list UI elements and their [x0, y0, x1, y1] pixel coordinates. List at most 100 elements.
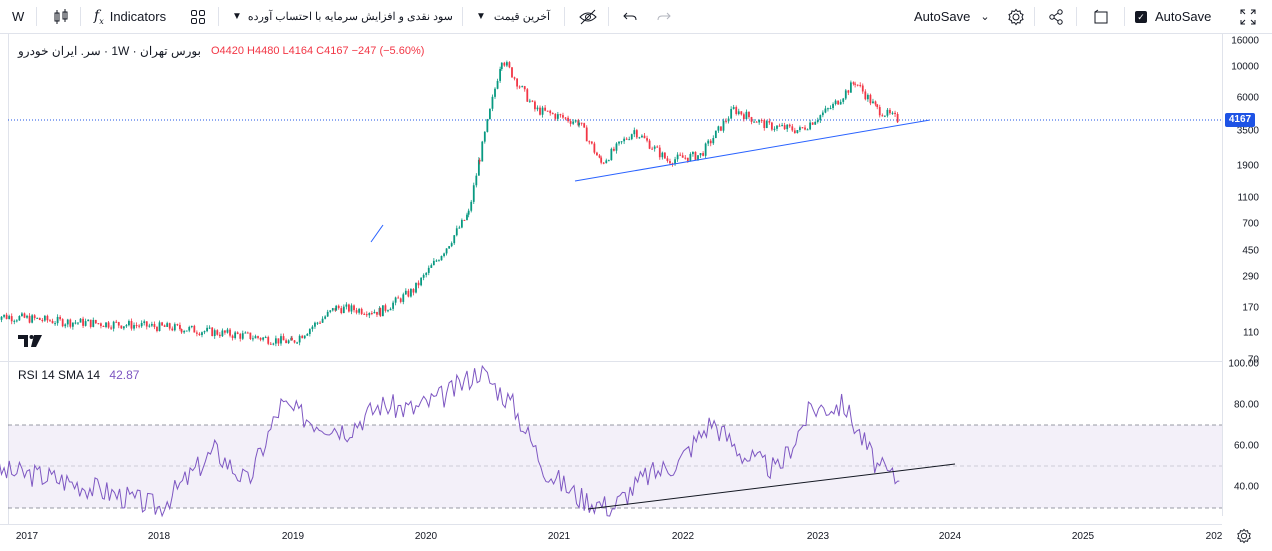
candle-body: [350, 305, 353, 312]
candle-body: [201, 332, 203, 336]
candle-body: [417, 282, 420, 286]
candle-body: [663, 152, 666, 159]
candle-body: [844, 90, 847, 99]
candle-body: [296, 342, 298, 344]
candle-body: [168, 323, 171, 329]
candle-body: [252, 338, 254, 340]
price-type-dropdown[interactable]: ▼ آخرین قیمت: [476, 0, 550, 33]
candle-body: [878, 107, 881, 116]
rsi-trendline[interactable]: [587, 463, 956, 510]
candle-body: [786, 124, 789, 130]
short-trendline[interactable]: [370, 224, 384, 243]
candle-body: [234, 332, 237, 339]
autosave-dropdown[interactable]: AutoSave ⌄: [914, 0, 990, 33]
candle-body: [193, 325, 196, 333]
candle-body: [337, 305, 340, 309]
price-axis[interactable]: 16000 10000 6000 3500 1900 1100 700 450 …: [1222, 34, 1272, 516]
chevron-down-icon: ⌄: [980, 11, 990, 23]
price-tick: 700: [1242, 218, 1259, 230]
ohlc-values: O4420 H4480 L4164 C4167 −247 (−5.60%): [210, 45, 425, 57]
candle-body: [115, 321, 118, 323]
price-tick: 10000: [1231, 61, 1259, 73]
candle-body: [195, 332, 198, 334]
time-tick: 202: [1205, 531, 1223, 542]
candle-body: [758, 120, 761, 123]
candle-body: [10, 316, 13, 322]
indicators-button[interactable]: fx Indicators: [94, 0, 166, 33]
settings-gear-icon[interactable]: [1007, 0, 1025, 33]
candle-body: [345, 304, 348, 307]
candle-body: [585, 127, 588, 142]
candle-body: [15, 320, 18, 322]
symbol-button[interactable]: W: [12, 0, 24, 33]
candle-body: [321, 318, 324, 323]
candle-body: [600, 157, 603, 163]
candles-icon[interactable]: [52, 0, 70, 33]
candle-body: [443, 253, 445, 257]
time-tick: 2020: [414, 531, 438, 542]
rsi-tick: 80.00: [1233, 399, 1259, 411]
candle-body: [458, 227, 461, 229]
candle-body: [472, 185, 475, 202]
candle-body: [580, 122, 583, 124]
candle-body: [615, 143, 618, 151]
candle-body: [264, 337, 267, 339]
candle-body: [745, 111, 748, 120]
candle-body: [173, 324, 176, 331]
candle-body: [694, 151, 697, 160]
fullscreen-window-icon[interactable]: [1092, 0, 1110, 33]
autosave-checkbox[interactable]: ✓ AutoSave: [1135, 0, 1211, 33]
candle-body: [477, 159, 480, 176]
candle-body: [158, 322, 161, 332]
candle-body: [801, 127, 804, 129]
indicators-label: Indicators: [109, 9, 167, 24]
axis-settings-gear-icon[interactable]: [1236, 528, 1252, 544]
candle-body: [623, 138, 626, 142]
candle-body: [92, 319, 95, 327]
template-dropdown[interactable]: ▼ سود نقدی و افزایش سرمایه با احتساب آور…: [232, 0, 453, 33]
candle-body: [737, 111, 740, 114]
candle-body: [876, 104, 879, 108]
candle-body: [809, 122, 812, 130]
price-tick: 6000: [1236, 92, 1259, 104]
template-label: سود نقدی و افزایش سرمایه با احتساب آورده: [247, 11, 453, 23]
candle-body: [620, 141, 623, 143]
candle-body: [269, 343, 272, 345]
candle-body: [117, 322, 120, 326]
candle-body: [894, 112, 896, 115]
candle-body: [282, 336, 285, 341]
expand-icon[interactable]: [1240, 0, 1256, 33]
candle-body: [280, 336, 282, 344]
candle-body: [697, 155, 699, 160]
layout-grid-icon[interactable]: [190, 0, 206, 33]
candle-body: [370, 312, 373, 314]
candle-body: [854, 83, 857, 85]
candle-body: [528, 100, 531, 102]
candle-body: [179, 325, 181, 330]
time-axis[interactable]: 2017 2018 2019 2020 2021 2022 2023 2024 …: [0, 524, 1222, 551]
price-trendline[interactable]: [574, 119, 931, 182]
candle-body: [293, 340, 296, 343]
candle-body: [425, 272, 428, 275]
share-icon[interactable]: [1047, 0, 1065, 33]
candle-body: [499, 69, 502, 81]
candle-body: [467, 210, 470, 215]
eye-off-icon[interactable]: [578, 0, 598, 33]
candle-body: [725, 120, 727, 122]
redo-icon[interactable]: [656, 0, 672, 33]
price-tick: 1100: [1237, 192, 1259, 204]
candle-body: [602, 162, 605, 164]
candle-body: [285, 340, 287, 344]
candle-body: [64, 324, 67, 327]
candle-body: [821, 112, 824, 116]
chart-canvas[interactable]: [0, 34, 1222, 524]
candle-body: [331, 308, 334, 311]
candle-body: [730, 108, 733, 119]
candle-body: [358, 308, 361, 313]
undo-icon[interactable]: [622, 0, 638, 33]
candle-body: [450, 243, 453, 247]
candle-body: [384, 305, 387, 311]
candle-body: [572, 121, 575, 124]
candle-body: [607, 160, 610, 162]
candle-body: [79, 318, 82, 323]
